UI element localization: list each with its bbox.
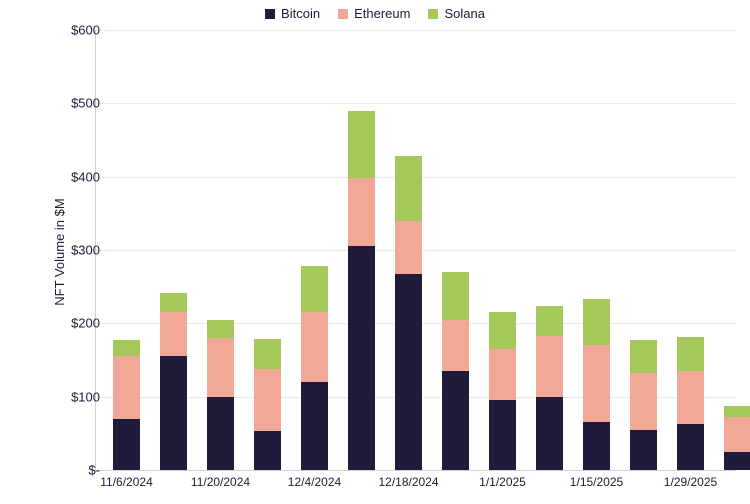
y-tick-label: $400 xyxy=(45,169,100,184)
legend-item-bitcoin: Bitcoin xyxy=(265,6,320,21)
bar-segment-ethereum xyxy=(160,312,187,356)
x-tick-label: 1/1/2025 xyxy=(479,475,526,489)
bar-segment-solana xyxy=(536,306,563,335)
bar-segment-ethereum xyxy=(113,356,140,418)
bar-segment-solana xyxy=(630,340,657,373)
bar-segment-ethereum xyxy=(489,349,516,400)
bar-segment-ethereum xyxy=(254,369,281,431)
x-tick-label: 12/18/2024 xyxy=(378,475,438,489)
bar-segment-solana xyxy=(207,320,234,338)
legend-label-bitcoin: Bitcoin xyxy=(281,6,320,21)
y-tick-label: $- xyxy=(45,463,100,478)
bar-segment-bitcoin xyxy=(254,431,281,470)
nft-volume-chart: Bitcoin Ethereum Solana NFT Volume in $M… xyxy=(0,0,750,504)
bar-segment-bitcoin xyxy=(677,424,704,470)
bar-segment-bitcoin xyxy=(348,246,375,470)
bar-segment-solana xyxy=(724,406,750,417)
legend-swatch-solana xyxy=(428,9,438,19)
bar-segment-solana xyxy=(254,339,281,368)
bar-segment-bitcoin xyxy=(536,397,563,470)
y-tick-label: $300 xyxy=(45,243,100,258)
x-tick-label: 12/4/2024 xyxy=(288,475,341,489)
bar-segment-ethereum xyxy=(395,221,422,275)
bar-segment-ethereum xyxy=(348,178,375,246)
bar-segment-ethereum xyxy=(442,320,469,371)
y-tick-label: $100 xyxy=(45,389,100,404)
bar-segment-ethereum xyxy=(630,373,657,429)
bar-segment-solana xyxy=(583,299,610,345)
bar-segment-bitcoin xyxy=(489,400,516,470)
bar-segment-ethereum xyxy=(301,312,328,382)
bar-segment-solana xyxy=(301,266,328,312)
legend-swatch-ethereum xyxy=(338,9,348,19)
bar-segment-bitcoin xyxy=(160,356,187,470)
bar-segment-solana xyxy=(442,272,469,320)
bar-segment-solana xyxy=(348,111,375,178)
bar-segment-bitcoin xyxy=(113,419,140,470)
bar-segment-ethereum xyxy=(724,417,750,451)
x-tick-label: 1/29/2025 xyxy=(664,475,717,489)
gridline xyxy=(96,30,736,31)
bar-segment-solana xyxy=(489,312,516,349)
legend-item-solana: Solana xyxy=(428,6,484,21)
legend-item-ethereum: Ethereum xyxy=(338,6,410,21)
y-tick-label: $200 xyxy=(45,316,100,331)
bar-segment-ethereum xyxy=(583,345,610,422)
bar-segment-ethereum xyxy=(207,338,234,397)
plot-area: 11/6/202411/20/202412/4/202412/18/20241/… xyxy=(95,30,736,471)
x-tick-label: 11/6/2024 xyxy=(100,475,153,489)
bar-segment-solana xyxy=(113,340,140,356)
gridline xyxy=(96,103,736,104)
bar-segment-ethereum xyxy=(677,371,704,424)
y-tick-label: $500 xyxy=(45,96,100,111)
legend: Bitcoin Ethereum Solana xyxy=(0,6,750,21)
bar-segment-solana xyxy=(677,337,704,371)
bar-segment-bitcoin xyxy=(630,430,657,470)
bar-segment-solana xyxy=(395,156,422,221)
legend-swatch-bitcoin xyxy=(265,9,275,19)
bar-segment-bitcoin xyxy=(724,452,750,470)
bar-segment-bitcoin xyxy=(395,274,422,470)
y-tick-label: $600 xyxy=(45,23,100,38)
legend-label-solana: Solana xyxy=(444,6,484,21)
bar-segment-bitcoin xyxy=(442,371,469,470)
bar-segment-bitcoin xyxy=(207,397,234,470)
legend-label-ethereum: Ethereum xyxy=(354,6,410,21)
bar-segment-solana xyxy=(160,293,187,312)
x-tick-label: 11/20/2024 xyxy=(191,475,250,489)
bar-segment-bitcoin xyxy=(583,422,610,470)
x-tick-label: 1/15/2025 xyxy=(570,475,623,489)
bar-segment-bitcoin xyxy=(301,382,328,470)
bar-segment-ethereum xyxy=(536,336,563,397)
